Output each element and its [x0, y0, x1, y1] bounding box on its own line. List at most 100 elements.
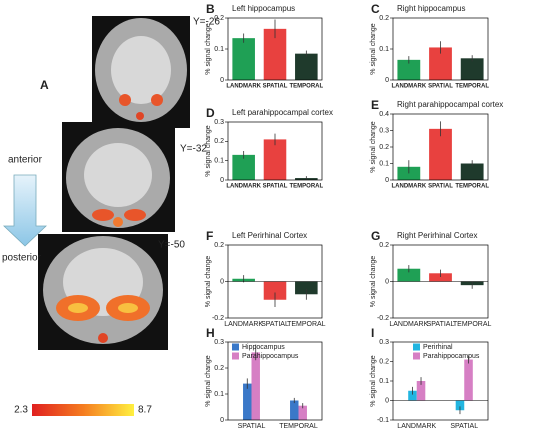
y-tick-label: 0.2 — [379, 358, 389, 365]
y-tick-label: 0.2 — [214, 15, 224, 22]
y-tick-label: 0.3 — [214, 339, 224, 346]
y-tick-label: 0.2 — [214, 138, 224, 145]
y-tick-label: 0.3 — [214, 119, 224, 126]
colorbar-min: 2.3 — [14, 405, 28, 416]
y-axis-label: % signal change — [205, 355, 212, 406]
y-tick-label: 0.1 — [214, 158, 224, 165]
bar — [464, 359, 473, 401]
y-tick-label: 0.2 — [214, 365, 224, 372]
brain-slice — [92, 16, 190, 128]
arrow — [3, 174, 47, 247]
legend-swatch — [413, 343, 420, 351]
y-tick-label: 0 — [220, 177, 224, 184]
y-tick-label: 0.1 — [379, 46, 389, 53]
chart-title: Right Perirhinal Cortex — [397, 231, 477, 240]
y-tick-label: 0.3 — [379, 127, 389, 134]
y-axis-label: % signal change — [370, 23, 377, 74]
bar — [263, 139, 287, 180]
bar — [243, 383, 252, 420]
legend-swatch — [413, 352, 420, 360]
y-axis-label: % signal change — [370, 355, 377, 406]
x-tick-label: LANDMARK — [391, 84, 426, 90]
panel-label: H — [206, 326, 215, 340]
slice-label: Y=-26 — [193, 17, 220, 28]
bar — [455, 400, 465, 411]
plot-frame — [392, 341, 489, 421]
y-axis-label: % signal change — [205, 23, 212, 74]
y-tick-label: 0 — [385, 177, 389, 184]
x-tick-label: LANDMARK — [226, 184, 261, 190]
x-tick-label: LANDMARK — [226, 84, 261, 90]
panel-label: B — [206, 2, 215, 16]
x-tick-label: SPATIAL — [427, 321, 455, 328]
colorbar-max: 8.7 — [138, 405, 152, 416]
bar — [460, 58, 484, 80]
bar — [263, 281, 287, 300]
x-tick-label: TEMPORAL — [453, 321, 492, 328]
panel-label: A — [40, 78, 49, 92]
chart-title: Left hippocampus — [232, 4, 295, 13]
y-tick-label: 0.1 — [379, 378, 389, 385]
x-tick-label: LANDMARK — [391, 184, 426, 190]
bar — [263, 28, 287, 81]
bar — [397, 59, 421, 80]
x-tick-label: TEMPORAL — [279, 423, 318, 430]
chart-title: Left parahippocampal cortex — [232, 108, 333, 117]
bar — [397, 268, 421, 282]
panel-label: G — [371, 229, 380, 243]
x-tick-label: TEMPORAL — [289, 184, 323, 190]
y-tick-label: -0.1 — [377, 417, 389, 424]
legend-label: Parahippocampus — [242, 353, 299, 360]
bar — [232, 38, 255, 80]
panel-label: F — [206, 229, 213, 243]
y-axis-label: % signal change — [205, 256, 212, 307]
y-tick-label: 0 — [385, 77, 389, 84]
x-tick-label: LANDMARK — [224, 321, 263, 328]
y-tick-label: -0.2 — [212, 315, 224, 322]
x-tick-label: SPATIAL — [261, 321, 289, 328]
x-tick-label: SPATIAL — [450, 423, 478, 430]
direction-label: anterior — [8, 155, 43, 166]
y-axis-label: % signal change — [205, 125, 212, 176]
bar — [429, 273, 452, 282]
x-tick-label: SPATIAL — [263, 84, 288, 90]
panel-label: D — [206, 106, 215, 120]
y-tick-label: 0.4 — [379, 111, 389, 118]
plot-frame — [392, 113, 489, 181]
x-tick-label: TEMPORAL — [289, 84, 323, 90]
bar — [290, 400, 299, 420]
x-tick-label: SPATIAL — [428, 184, 453, 190]
y-tick-label: -0.2 — [377, 315, 389, 322]
plot-frame — [227, 341, 323, 421]
chart-title: Right parahippocampal cortex — [397, 100, 503, 109]
slice-label: Y=-50 — [158, 240, 185, 251]
bar — [298, 405, 307, 420]
y-tick-label: 0.1 — [379, 160, 389, 167]
y-tick-label: 0 — [385, 397, 389, 404]
colorbar — [32, 404, 134, 416]
chart-title: Left Perirhinal Cortex — [232, 231, 307, 240]
x-tick-label: SPATIAL — [263, 184, 288, 190]
x-tick-label: SPATIAL — [428, 84, 453, 90]
panel-label: C — [371, 2, 380, 16]
panel-label: I — [371, 326, 374, 340]
plot-frame — [227, 121, 323, 181]
bar — [232, 154, 255, 180]
bar — [460, 163, 484, 180]
y-tick-label: 0 — [220, 417, 224, 424]
bar — [429, 47, 452, 80]
direction-label: posterior — [2, 253, 42, 264]
y-tick-label: 0.2 — [379, 144, 389, 151]
legend-label: Perirhinal — [423, 344, 453, 351]
bar — [295, 53, 318, 80]
x-tick-label: LANDMARK — [389, 321, 428, 328]
x-tick-label: TEMPORAL — [455, 184, 489, 190]
x-tick-label: TEMPORAL — [455, 84, 489, 90]
brain-slice — [38, 234, 168, 350]
bar — [408, 390, 417, 401]
brain-slice — [62, 122, 175, 232]
plot-frame — [227, 17, 323, 81]
chart-title: Right hippocampus — [397, 4, 465, 13]
y-tick-label: 0.2 — [379, 242, 389, 249]
